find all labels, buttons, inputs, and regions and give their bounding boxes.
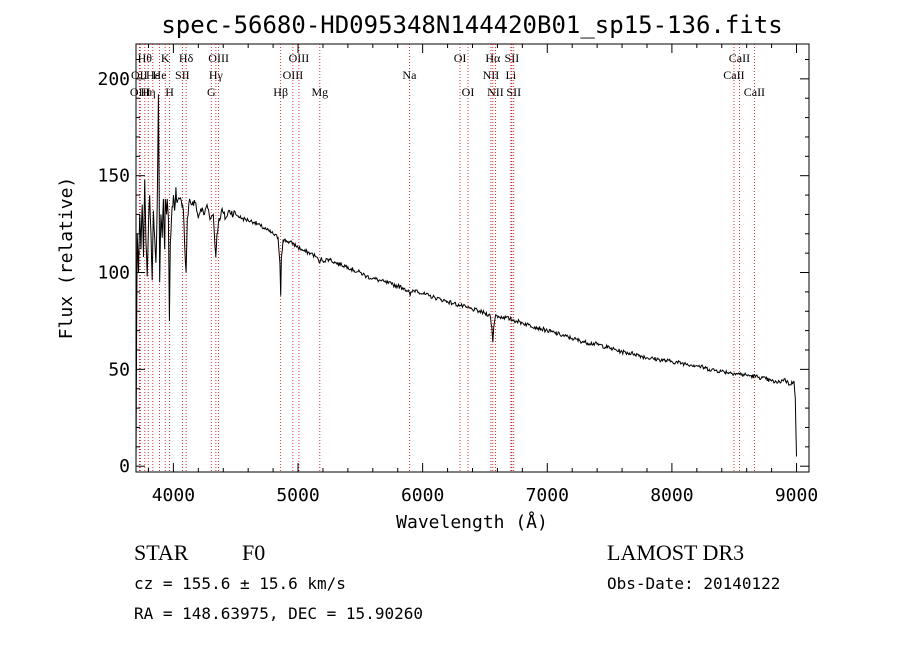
line-marker-label: Hδ (179, 51, 194, 65)
line-marker-label: K (161, 51, 170, 65)
line-marker-label: SII (505, 51, 520, 65)
object-class: STAR (134, 540, 189, 565)
observation-date: Obs-Date: 20140122 (607, 574, 780, 593)
y-axis-label: Flux (relative) (56, 177, 77, 340)
line-marker-label: H (165, 85, 174, 99)
x-tick-label: 7000 (526, 485, 569, 506)
x-tick-label: 5000 (276, 485, 319, 506)
line-marker-label: Hε (146, 68, 160, 82)
line-marker-label: CaII (729, 51, 750, 65)
flux-series-line (135, 94, 797, 467)
line-marker-label: Li (506, 68, 517, 82)
chart-title: spec-56680-HD095348N144420B01_sp15-136.f… (161, 11, 782, 39)
line-marker-label: SII (175, 68, 190, 82)
line-marker-label: OIII (208, 51, 229, 65)
line-marker-label: OIII (130, 85, 151, 99)
plot-frame (135, 43, 810, 473)
line-marker-label: Hα (485, 51, 501, 65)
survey-name: LAMOST DR3 (607, 540, 744, 565)
line-marker-label: G (207, 85, 216, 99)
x-axis-label: Wavelength (Å) (396, 511, 548, 533)
line-marker-label: OI (454, 51, 467, 65)
y-axis: 0 50 100 150 200 (97, 58, 809, 477)
line-marker-label: NII (483, 68, 500, 82)
line-marker-label: Hγ (209, 68, 224, 82)
y-tick-label: 0 (119, 456, 130, 477)
y-tick-label: 200 (97, 69, 130, 90)
x-tick-label: 6000 (401, 485, 444, 506)
line-marker-label: OIII (283, 68, 304, 82)
y-tick-label: 150 (97, 166, 130, 187)
coordinates: RA = 148.63975, DEC = 15.90260 (134, 604, 423, 623)
line-marker-label: Mg (311, 85, 328, 99)
x-axis: 4000 5000 6000 7000 8000 9000 (147, 44, 818, 506)
x-tick-label: 9000 (775, 485, 818, 506)
spectral-line-markers: OIIOIIIHθHηHεHeKHSIIHδGHγOIIIHβOIIIOIIIM… (130, 44, 765, 472)
line-marker-label: OIII (289, 51, 310, 65)
y-tick-label: 50 (108, 359, 130, 380)
line-marker-label: Hη (141, 85, 156, 99)
line-marker-label: SII (506, 85, 521, 99)
line-marker-label: NII (487, 85, 504, 99)
line-marker-label: OI (462, 85, 475, 99)
object-subclass: F0 (242, 540, 265, 565)
x-tick-label: 8000 (650, 485, 693, 506)
line-marker-label: CaII (744, 85, 765, 99)
line-marker-label: Hβ (273, 85, 288, 99)
y-tick-label: 100 (97, 263, 130, 284)
x-tick-label: 4000 (152, 485, 195, 506)
line-marker-label: Hθ (138, 51, 153, 65)
line-marker-label: Na (402, 68, 417, 82)
line-marker-label: CaII (723, 68, 744, 82)
redshift-info: cz = 155.6 ± 15.6 km/s (134, 574, 346, 593)
line-marker-label: He (153, 68, 167, 82)
